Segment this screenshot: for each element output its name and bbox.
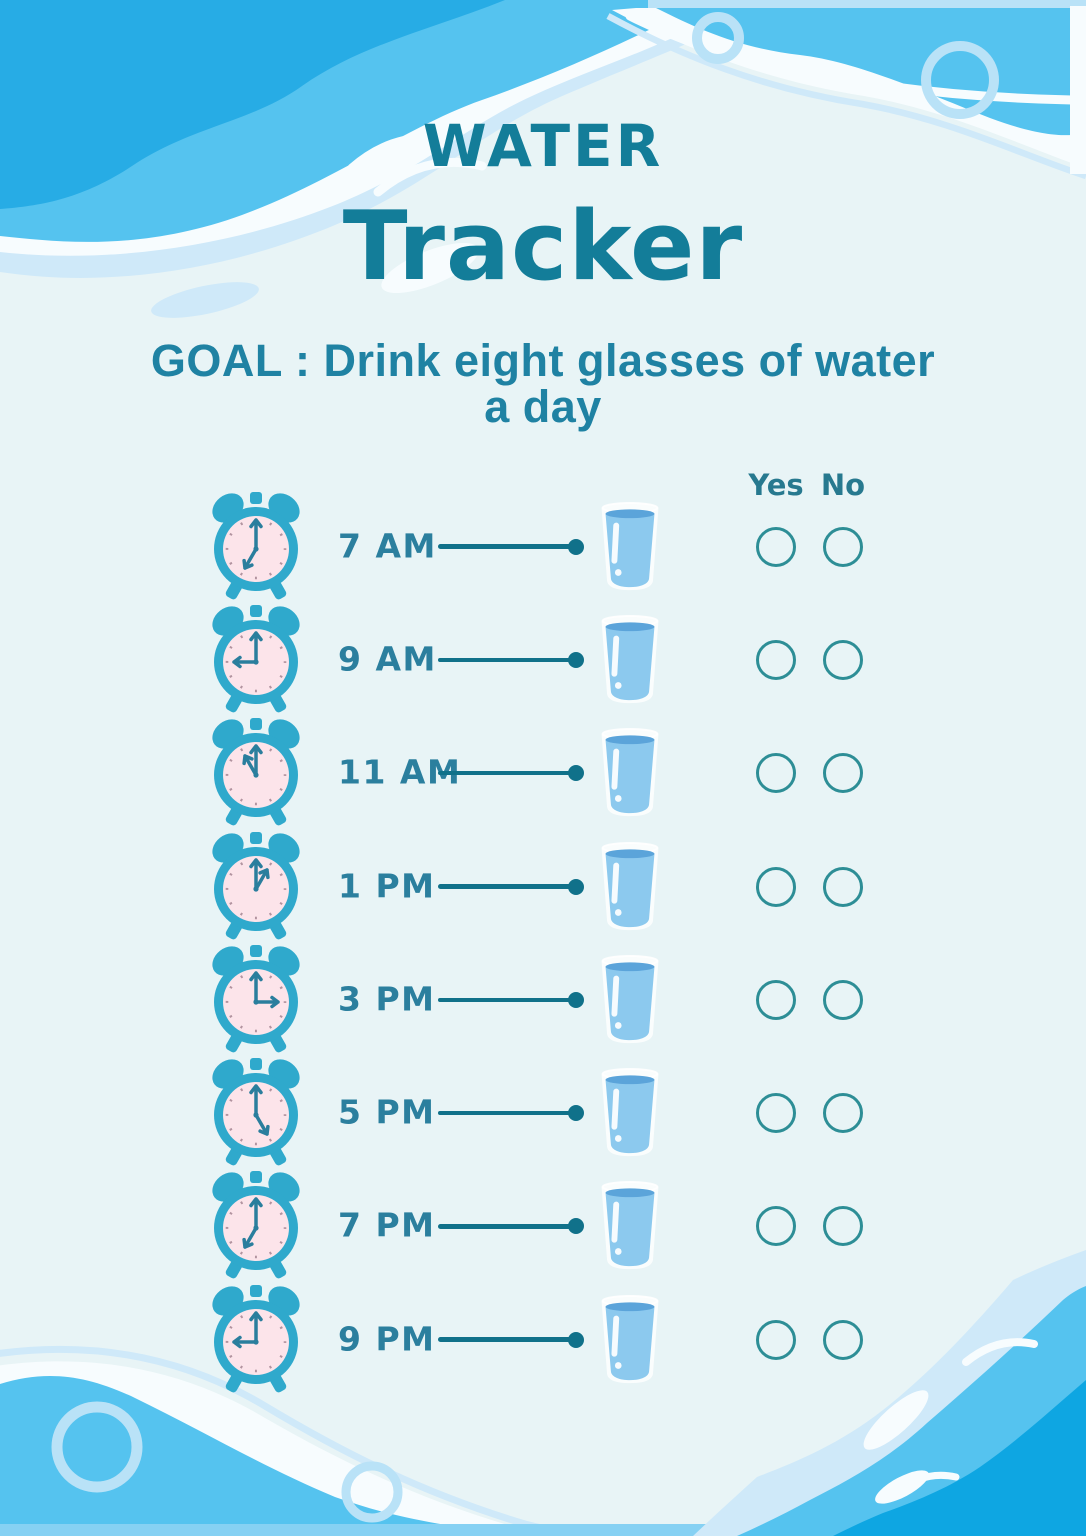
connector-line	[438, 1105, 584, 1122]
water-glass-icon	[598, 1293, 662, 1385]
water-glass-icon	[598, 953, 662, 1045]
tracker-row: 3 PM	[0, 943, 1086, 1056]
connector-line	[438, 538, 584, 555]
tracker-rows: 7 AM	[0, 490, 1086, 1396]
connector-line	[438, 651, 584, 668]
alarm-clock-icon	[203, 1057, 309, 1169]
connector-rule	[438, 657, 571, 663]
connector-rule	[438, 1337, 571, 1342]
alarm-clock-icon	[203, 604, 309, 716]
yes-checkbox[interactable]	[756, 1206, 796, 1247]
no-checkbox[interactable]	[823, 639, 863, 680]
yes-checkbox[interactable]	[756, 639, 796, 680]
goal-line-1: GOAL : Drink eight glasses of water	[150, 335, 936, 386]
connector-line	[438, 1331, 584, 1348]
water-glass-icon	[598, 613, 662, 705]
alarm-clock-icon	[203, 831, 309, 943]
alarm-clock-icon	[203, 491, 309, 603]
connector-rule	[438, 544, 571, 549]
no-column-header: No	[820, 468, 866, 502]
goal-text: GOAL : Drink eight glasses of water a da…	[0, 338, 1086, 430]
alarm-clock-icon	[203, 1284, 309, 1396]
connector-dot	[568, 1331, 584, 1348]
connector-line	[438, 765, 584, 782]
water-glass-icon	[598, 1180, 662, 1272]
no-checkbox[interactable]	[823, 866, 863, 907]
connector-rule	[438, 1224, 571, 1229]
connector-dot	[568, 1218, 584, 1235]
no-checkbox[interactable]	[823, 753, 863, 794]
no-checkbox[interactable]	[823, 526, 863, 567]
yes-column-header: Yes	[748, 468, 804, 502]
yes-checkbox[interactable]	[756, 1319, 796, 1360]
connector-dot	[568, 538, 584, 555]
bottom-edge-strip	[0, 1524, 735, 1536]
time-label: 7 AM	[338, 526, 437, 566]
time-label: 7 PM	[338, 1206, 436, 1246]
tracker-row: 11 AM	[0, 717, 1086, 830]
page-title-tracker: Tracker	[342, 192, 744, 302]
tracker-row: 5 PM	[0, 1056, 1086, 1169]
connector-dot	[568, 765, 584, 782]
no-checkbox[interactable]	[823, 1319, 863, 1360]
connector-dot	[568, 1105, 584, 1122]
yes-checkbox[interactable]	[756, 1093, 796, 1134]
yes-checkbox[interactable]	[756, 526, 796, 567]
time-label: 9 PM	[338, 1319, 436, 1359]
water-glass-icon	[598, 840, 662, 932]
time-label: 1 PM	[338, 866, 436, 906]
connector-line	[438, 1218, 584, 1235]
time-label: 3 PM	[338, 979, 436, 1019]
yes-checkbox[interactable]	[756, 753, 796, 794]
tracker-row: 7 AM	[0, 490, 1086, 603]
no-checkbox[interactable]	[823, 1206, 863, 1247]
connector-dot	[568, 878, 584, 895]
connector-line	[438, 991, 584, 1008]
connector-rule	[438, 1110, 571, 1116]
goal-line-2: a day	[484, 380, 602, 432]
time-label: 5 PM	[338, 1092, 436, 1132]
tracker-row: 1 PM	[0, 830, 1086, 943]
water-glass-icon	[598, 726, 662, 818]
no-checkbox[interactable]	[823, 979, 863, 1020]
page-title-water: WATER	[422, 112, 664, 180]
connector-dot	[568, 991, 584, 1008]
alarm-clock-icon	[203, 944, 309, 1056]
water-glass-icon	[598, 1066, 662, 1158]
time-label: 9 AM	[338, 639, 437, 679]
tracker-row: 9 PM	[0, 1283, 1086, 1396]
yes-checkbox[interactable]	[756, 866, 796, 907]
alarm-clock-icon	[203, 1170, 309, 1282]
no-checkbox[interactable]	[823, 1093, 863, 1134]
connector-rule	[438, 770, 571, 776]
connector-rule	[438, 997, 571, 1003]
connector-dot	[568, 651, 584, 668]
tracker-row: 7 PM	[0, 1170, 1086, 1283]
tracker-row: 9 AM	[0, 603, 1086, 716]
connector-line	[438, 878, 584, 895]
alarm-clock-icon	[203, 717, 309, 829]
connector-rule	[438, 884, 571, 889]
yes-checkbox[interactable]	[756, 979, 796, 1020]
water-glass-icon	[598, 500, 662, 592]
